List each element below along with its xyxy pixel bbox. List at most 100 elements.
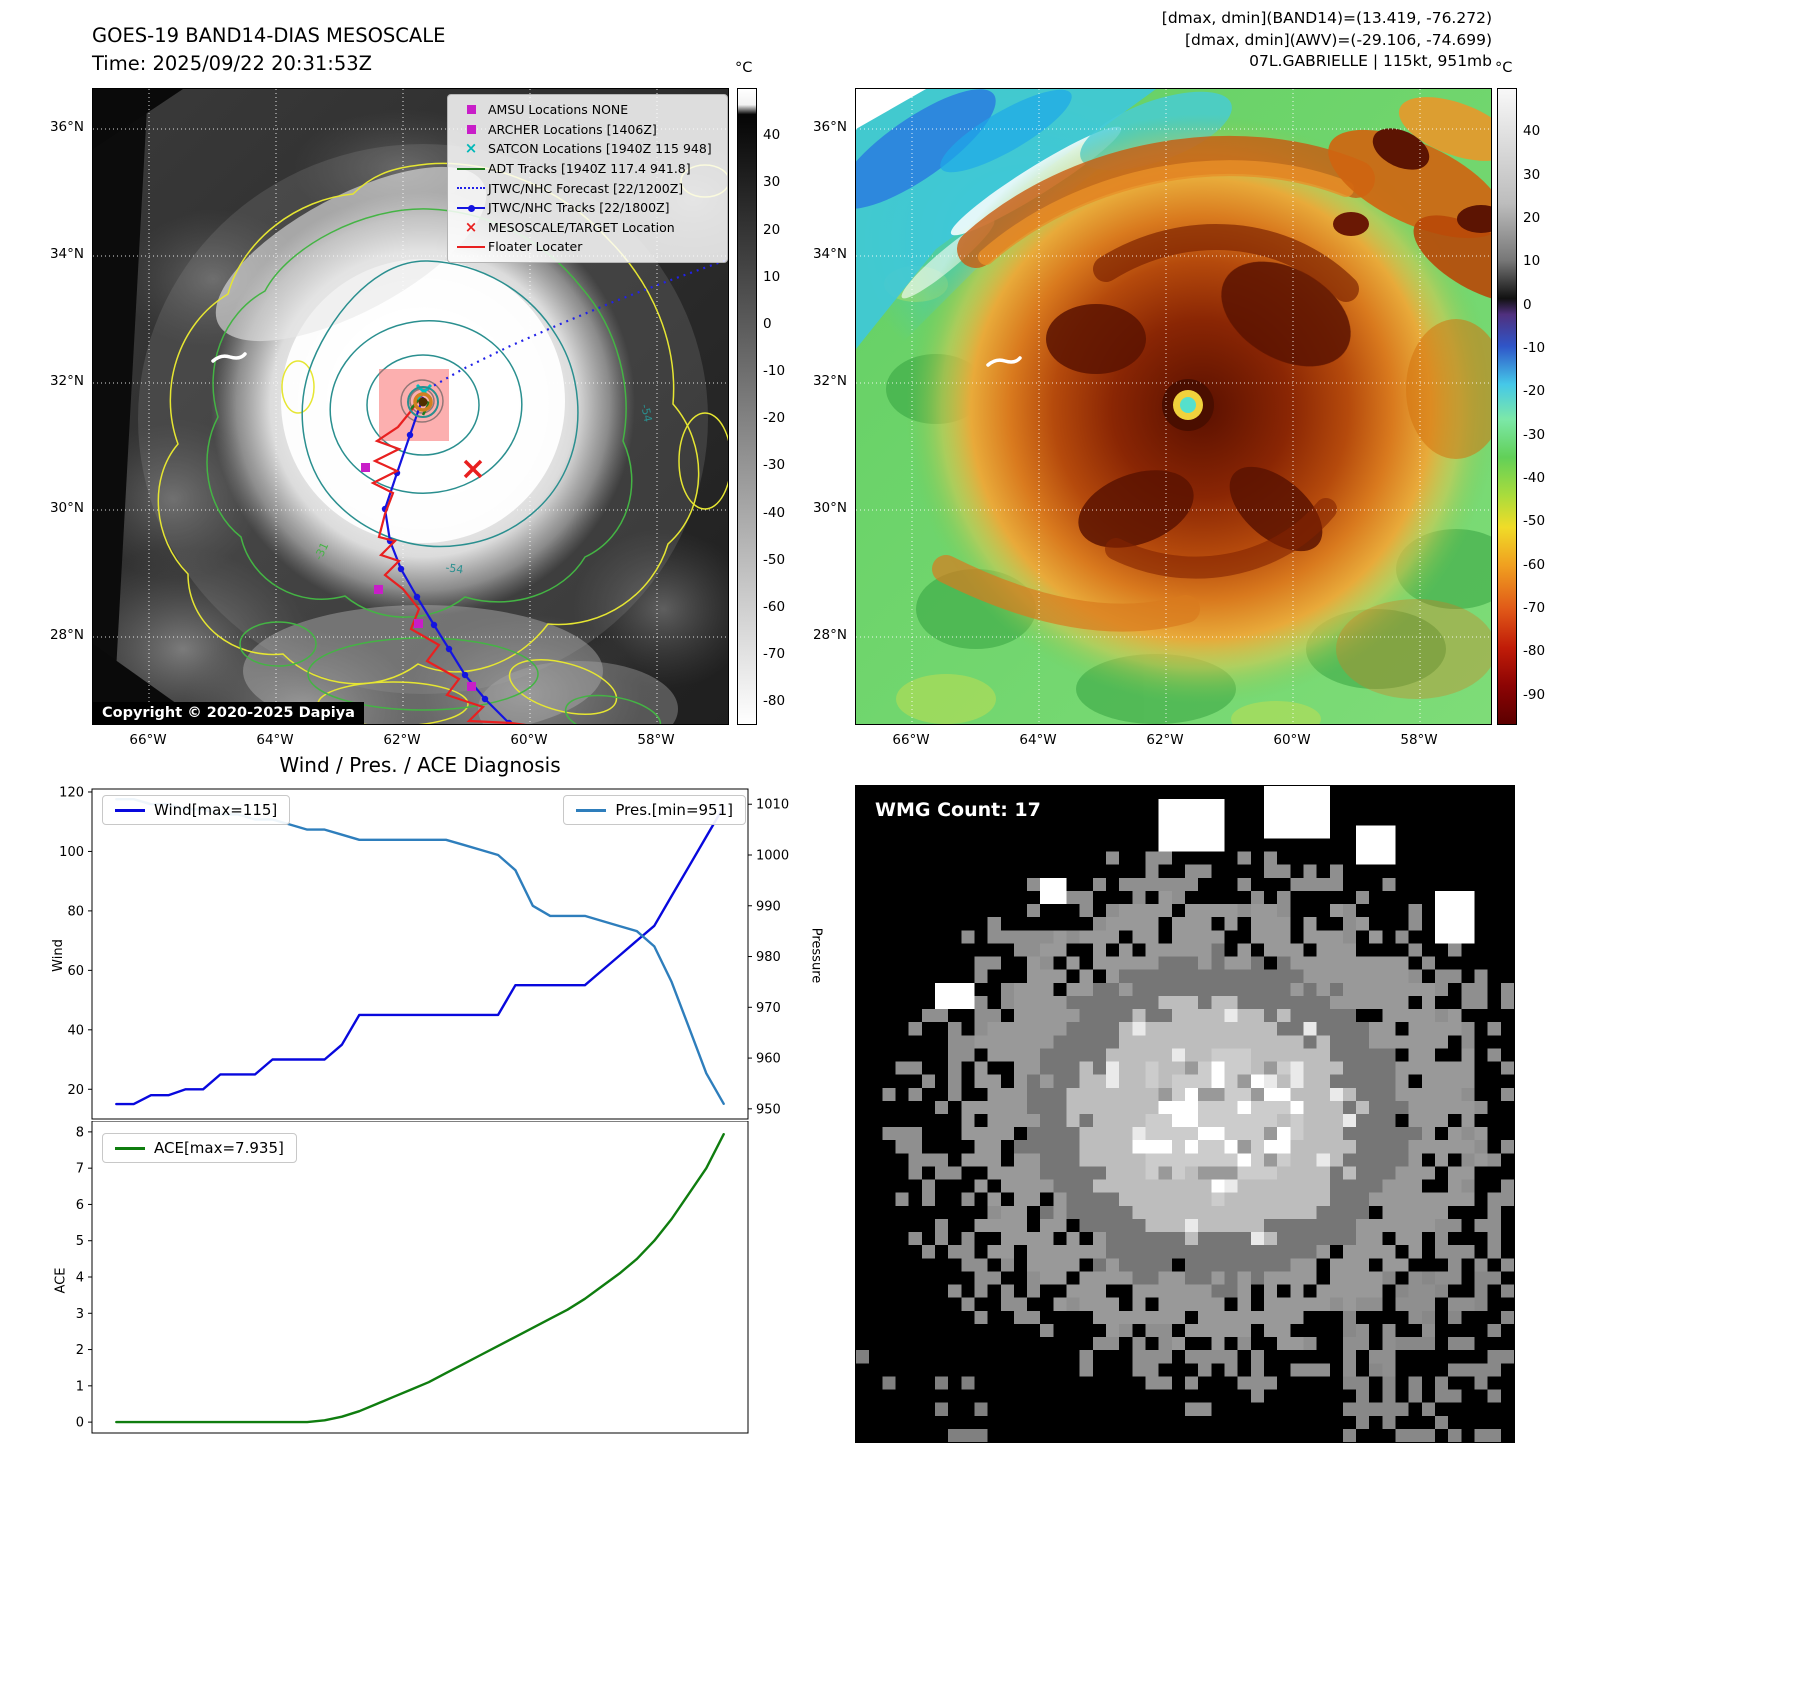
y-tick-label: 4 xyxy=(76,1271,84,1286)
legend-label: SATCON Locations [1940Z 115 948] xyxy=(488,141,712,157)
legend-label: ARCHER Locations [1406Z] xyxy=(488,121,657,137)
series-line xyxy=(115,1132,725,1424)
y-tick-label: 970 xyxy=(756,1001,781,1016)
band14-satellite-map: -54 -31 -54 xyxy=(92,88,729,725)
wind-axis-label: Wind xyxy=(50,939,66,972)
wind-line-icon xyxy=(115,808,145,812)
y-tick-label: 60 xyxy=(67,964,84,979)
tl-lat-label: 32°N xyxy=(49,373,84,389)
legend-label: ADT Tracks [1940Z 117.4 941.8] xyxy=(488,161,691,177)
contour-label: -54 xyxy=(445,561,465,576)
tl-lat-label: 30°N xyxy=(49,500,84,516)
wmg-pixel-image xyxy=(856,786,1514,1442)
tl-colorbar-unit: °C xyxy=(735,60,753,76)
legend-label: MESOSCALE/TARGET Location xyxy=(488,219,675,235)
floater-track xyxy=(370,391,527,724)
colorbar-tick-label: -30 xyxy=(763,457,786,474)
tr-lat-label: 34°N xyxy=(812,246,847,262)
target-x-icon: × xyxy=(464,217,478,236)
y-tick-label: 990 xyxy=(756,899,781,914)
legend-item-satcon: × SATCON Locations [1940Z 115 948] xyxy=(454,139,721,159)
land-squiggle xyxy=(211,352,247,363)
y-tick-label: 2 xyxy=(76,1343,84,1358)
colorbar-tick-label: -50 xyxy=(1523,513,1546,530)
track-line-dot-icon xyxy=(454,203,488,213)
colorbar-tick-label: -60 xyxy=(1523,556,1546,573)
y-tick-label: 7 xyxy=(76,1162,84,1177)
copyright-badge: Copyright © 2020-2025 Dapiya xyxy=(93,702,364,724)
y-tick-label: 1000 xyxy=(756,849,789,864)
colorbar-tick-label: -70 xyxy=(763,646,786,663)
ir-color-map xyxy=(855,88,1492,725)
tl-title: GOES-19 BAND14-DIAS MESOSCALE xyxy=(92,24,446,47)
plot-area xyxy=(91,1121,749,1434)
wmg-count-label: WMG Count: 17 xyxy=(869,797,1047,823)
tr-colorbar-unit: °C xyxy=(1495,60,1513,76)
wind-pressure-chart: 20 40 60 80 100 120 950 960 970 980 990 1000 1010 xyxy=(59,785,789,1120)
land-squiggle xyxy=(986,356,1022,367)
colorbar-tick-label: 10 xyxy=(763,268,781,285)
tr-lat-label: 32°N xyxy=(812,373,847,389)
storm-center-symbol xyxy=(407,386,439,418)
pressure-legend: Pres.[min=951] xyxy=(563,795,746,825)
adt-line-icon xyxy=(454,167,488,170)
legend-item-archer: ARCHER Locations [1406Z] xyxy=(454,120,721,140)
chart-title: Wind / Pres. / ACE Diagnosis xyxy=(279,753,561,777)
ir-map-graphic xyxy=(856,89,1491,724)
colorbar-tick-label: -10 xyxy=(1523,340,1546,356)
y-tick-label: 980 xyxy=(756,950,781,965)
plot-area xyxy=(91,788,749,1120)
colorbar-tick-label: -20 xyxy=(763,410,786,427)
pressure-legend-label: Pres.[min=951] xyxy=(615,801,733,819)
tr-lon-label: 58°W xyxy=(1400,732,1438,748)
colorbar-tick-label: -80 xyxy=(763,693,786,710)
y-tick-label: 80 xyxy=(67,904,84,919)
y-tick-label: 960 xyxy=(756,1052,781,1067)
tl-panel-title-block: GOES-19 BAND14-DIAS MESOSCALE Time: 2025… xyxy=(92,22,445,78)
colorbar-tick-label: -80 xyxy=(1523,643,1546,660)
legend-label: Floater Locater xyxy=(488,239,583,255)
y-tick-label: 100 xyxy=(59,845,84,860)
y-tick-label: 6 xyxy=(76,1198,84,1213)
colorbar-tick-label: -50 xyxy=(763,551,786,568)
tr-lat-label: 30°N xyxy=(812,500,847,516)
colorbar-tick-label: -60 xyxy=(763,599,786,616)
tl-time: Time: 2025/09/22 20:31:53Z xyxy=(92,52,373,75)
y-tick-label: 40 xyxy=(67,1023,84,1038)
amsu-square-icon xyxy=(454,105,488,115)
y-tick-label: 5 xyxy=(76,1234,84,1249)
tr-lat-label: 28°N xyxy=(812,627,847,643)
colorbar-tick-label: -90 xyxy=(1523,686,1546,703)
legend-item-tracks: JTWC/NHC Tracks [22/1800Z] xyxy=(454,198,721,218)
tl-lon-label: 64°W xyxy=(256,732,294,748)
storm-identity: 07L.GABRIELLE | 115kt, 951mb xyxy=(1249,52,1492,70)
wind-legend-label: Wind[max=115] xyxy=(154,801,278,819)
colorbar-tick-label: -40 xyxy=(763,504,786,521)
tl-lon-label: 62°W xyxy=(383,732,421,748)
dmax-dmin-band14: [dmax, dmin](BAND14)=(13.419, -76.272) xyxy=(1161,9,1492,27)
floater-line-icon xyxy=(454,245,488,248)
tl-lon-label: 58°W xyxy=(637,732,675,748)
tl-lon-label: 66°W xyxy=(129,732,167,748)
colorbar-tick-label: -20 xyxy=(1523,383,1546,400)
colorbar-tick-label: 30 xyxy=(763,174,781,191)
colorbar-tick-label: 0 xyxy=(763,315,772,332)
dmax-dmin-awv: [dmax, dmin](AWV)=(-29.106, -74.699) xyxy=(1185,30,1492,49)
tl-lat-label: 28°N xyxy=(49,627,84,643)
wind-legend: Wind[max=115] xyxy=(102,795,291,825)
colorbar-tick-label: -10 xyxy=(763,363,786,380)
ace-chart: 0 1 2 3 4 5 6 7 8 xyxy=(76,1121,749,1434)
colorbar-tick-label: 40 xyxy=(1523,123,1541,140)
archer-square-icon xyxy=(454,124,488,134)
legend-item-floater: Floater Locater xyxy=(454,237,721,257)
tr-lon-label: 62°W xyxy=(1146,732,1184,748)
tr-colorbar xyxy=(1497,88,1517,725)
y-tick-label: 950 xyxy=(756,1102,781,1117)
colorbar-tick-label: -40 xyxy=(1523,470,1546,486)
map-legend: AMSU Locations NONE ARCHER Locations [14… xyxy=(447,94,728,263)
y-tick-label: 8 xyxy=(76,1125,84,1140)
colorbar-tick-label: 30 xyxy=(1523,166,1541,183)
colorbar-tick-label: 10 xyxy=(1523,253,1541,270)
colorbar-tick-label: 20 xyxy=(1523,210,1541,226)
